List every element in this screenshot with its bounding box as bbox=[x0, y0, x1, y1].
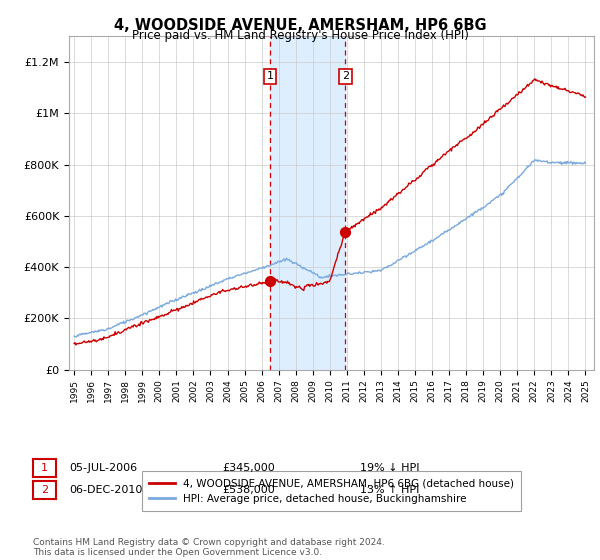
Text: £345,000: £345,000 bbox=[222, 463, 275, 473]
Text: 2: 2 bbox=[41, 485, 48, 495]
Text: 1: 1 bbox=[41, 463, 48, 473]
Bar bbox=[270, 36, 346, 370]
Text: 06-DEC-2010: 06-DEC-2010 bbox=[69, 485, 142, 495]
Text: 2: 2 bbox=[342, 71, 349, 81]
Text: 05-JUL-2006: 05-JUL-2006 bbox=[69, 463, 137, 473]
Point bbox=[265, 277, 275, 286]
Text: 19% ↓ HPI: 19% ↓ HPI bbox=[360, 463, 419, 473]
Legend: 4, WOODSIDE AVENUE, AMERSHAM, HP6 6BG (detached house), HPI: Average price, deta: 4, WOODSIDE AVENUE, AMERSHAM, HP6 6BG (d… bbox=[142, 471, 521, 511]
Text: £538,000: £538,000 bbox=[222, 485, 275, 495]
Point bbox=[341, 227, 350, 236]
Text: Contains HM Land Registry data © Crown copyright and database right 2024.
This d: Contains HM Land Registry data © Crown c… bbox=[33, 538, 385, 557]
Text: 1: 1 bbox=[266, 71, 274, 81]
Text: Price paid vs. HM Land Registry's House Price Index (HPI): Price paid vs. HM Land Registry's House … bbox=[131, 29, 469, 42]
Text: 13% ↑ HPI: 13% ↑ HPI bbox=[360, 485, 419, 495]
Text: 4, WOODSIDE AVENUE, AMERSHAM, HP6 6BG: 4, WOODSIDE AVENUE, AMERSHAM, HP6 6BG bbox=[113, 18, 487, 33]
